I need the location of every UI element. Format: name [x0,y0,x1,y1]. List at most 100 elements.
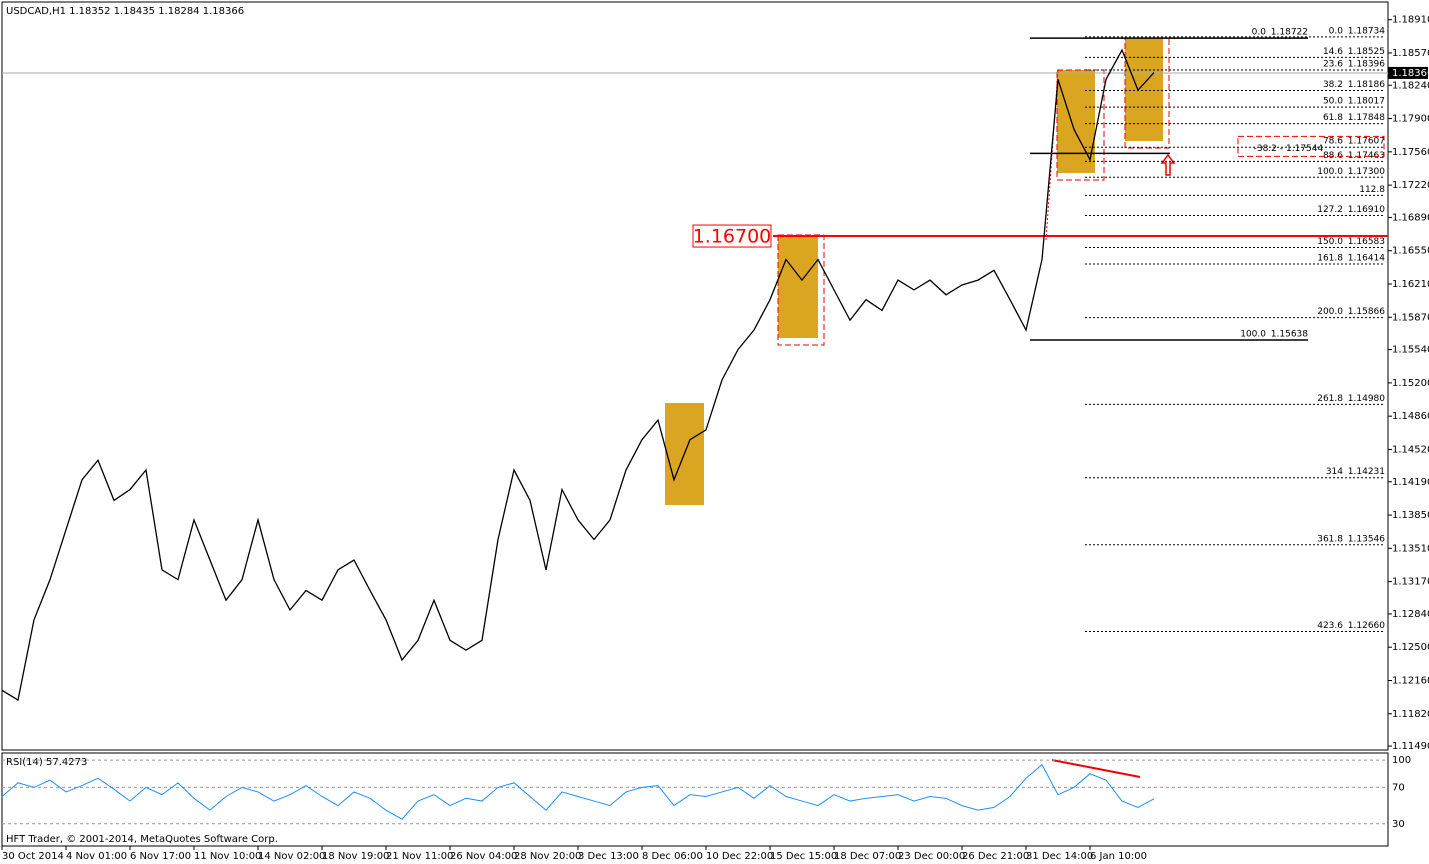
fib-level: 361.8 [1317,534,1343,544]
x-tick-label: 30 Oct 2014 [2,851,64,862]
y-tick-label: 1.15870 [1392,312,1429,323]
x-tick-label: 6 Nov 17:00 [130,851,191,862]
fib-level: 61.8 [1323,113,1343,123]
x-tick-label: 4 Nov 01:00 [66,851,127,862]
fib-level: 423.6 [1317,621,1343,631]
fib-level: 38.2 [1323,80,1343,90]
y-tick-label: 1.12160 [1392,675,1429,686]
y-tick-label: 1.18910 [1392,15,1429,26]
fib-level: 150.0 [1317,237,1343,247]
y-tick-label: 1.11490 [1392,741,1429,752]
fib-price: 1.15638 [1271,330,1308,340]
y-tick-label: 1.17220 [1392,180,1429,191]
arrow [1160,153,1176,176]
fib-price: 1.18396 [1348,60,1385,70]
zone [1125,38,1163,141]
y-tick-label: 1.14520 [1392,444,1429,455]
fib-level: 127.2 [1317,205,1343,215]
fib-price: 1.18017 [1348,97,1385,107]
y-tick-label: 1.17900 [1392,114,1429,125]
x-tick-label: 11 Nov 10:00 [194,851,261,862]
x-tick-label: 31 Dec 14:00 [1026,851,1093,862]
divergence-line [1051,759,1141,778]
y-tick-label: 1.13510 [1392,543,1429,554]
chart-title: USDCAD,H1 1.18352 1.18435 1.18284 1.1836… [6,6,244,17]
extension-box [1237,135,1385,157]
y-tick-label: 1.13850 [1392,510,1429,521]
fib-level: 161.8 [1317,254,1343,264]
rsi-tick-label: 100 [1392,755,1411,766]
rsi-line [1,763,1155,820]
y-tick-label: 1.16890 [1392,212,1429,223]
fib-level: 200.0 [1317,307,1343,317]
fib-price: 1.15866 [1348,307,1385,317]
x-tick-label: 15 Dec 15:00 [770,851,837,862]
fib-level: 100.0 [1317,167,1343,177]
fib-level: 88.6 [1323,151,1343,161]
y-tick-label: 1.15200 [1392,378,1429,389]
zones [665,37,1176,778]
fib-price: 1.17607 [1348,137,1385,147]
fib-price: 1.17463 [1348,151,1385,161]
y-tick-label: 1.14190 [1392,477,1429,488]
fib-price: 1.13546 [1348,534,1385,544]
x-tick-label: 23 Dec 00:00 [898,851,965,862]
y-tick-label: 1.16210 [1392,279,1429,290]
fib-price: 1.14980 [1348,394,1385,404]
fib-price: 1.16414 [1348,254,1385,264]
x-tick-label: 26 Nov 04:00 [450,851,517,862]
extension-price: 1.17544 [1286,144,1323,154]
fib-price: 1.18722 [1271,28,1308,38]
fib-price: 1.16910 [1348,205,1385,215]
y-tick-label: 1.11820 [1392,709,1429,720]
x-tick-label: 14 Nov 02:00 [258,851,325,862]
fib-price: 1.14231 [1348,467,1385,477]
fib-price: 1.18186 [1348,80,1385,90]
x-tick-label: 8 Dec 06:00 [642,851,703,862]
rsi-tick-label: 30 [1392,819,1405,830]
x-tick-label: 6 Jan 10:00 [1090,851,1147,862]
fib-level: 14.6 [1323,47,1343,57]
extension-level: -38.2 - [1254,144,1283,154]
fib-level: 0.0 [1329,26,1344,36]
fib-level: 50.0 [1323,97,1343,107]
x-tick-label: 10 Dec 22:00 [706,851,773,862]
x-tick-label: 18 Nov 19:00 [322,851,389,862]
x-tick-label: 21 Nov 11:00 [386,851,453,862]
fib-level: 100.0 [1240,330,1266,340]
level-label-box [692,224,772,248]
current-price-box [1388,66,1428,79]
y-tick-label: 1.17560 [1392,147,1429,158]
fib-level: 314 [1326,467,1343,477]
trend-line [1045,69,1059,241]
level-label: 1.16700 [693,226,772,248]
fib-level: 23.6 [1323,60,1343,70]
y-tick-label: 1.18240 [1392,80,1429,91]
rsi-title: RSI(14) 57.4273 [6,757,87,768]
price-line [1,48,1155,702]
fib-price: 1.12660 [1348,621,1385,631]
footer: HFT Trader, © 2001-2014, MetaQuotes Soft… [6,834,278,845]
rsi-tick-label: 70 [1392,782,1405,793]
zone-outline [1056,69,1105,181]
fib-level: 261.8 [1317,394,1343,404]
x-tick-label: 28 Nov 20:00 [514,851,581,862]
fib-price: 1.18734 [1348,26,1385,36]
current-price-label: 1.18366 [1392,68,1429,79]
fib-price: 1.17848 [1348,113,1385,123]
y-tick-label: 1.12840 [1392,609,1429,620]
fib-level: 78.6 [1323,137,1343,147]
y-tick-label: 1.16550 [1392,246,1429,257]
rsi-panel [1,752,1389,847]
zone [778,235,818,338]
zone-outline [777,234,825,346]
main-panel [1,1,1389,751]
fib-level: 0.0 [1252,28,1267,38]
x-tick-label: 3 Dec 13:00 [578,851,639,862]
fib-price: 1.16583 [1348,237,1385,247]
y-tick-label: 1.15540 [1392,345,1429,356]
fib-price: 1.18525 [1348,47,1385,57]
y-tick-label: 1.14860 [1392,411,1429,422]
fib-price: 1.17300 [1348,167,1385,177]
